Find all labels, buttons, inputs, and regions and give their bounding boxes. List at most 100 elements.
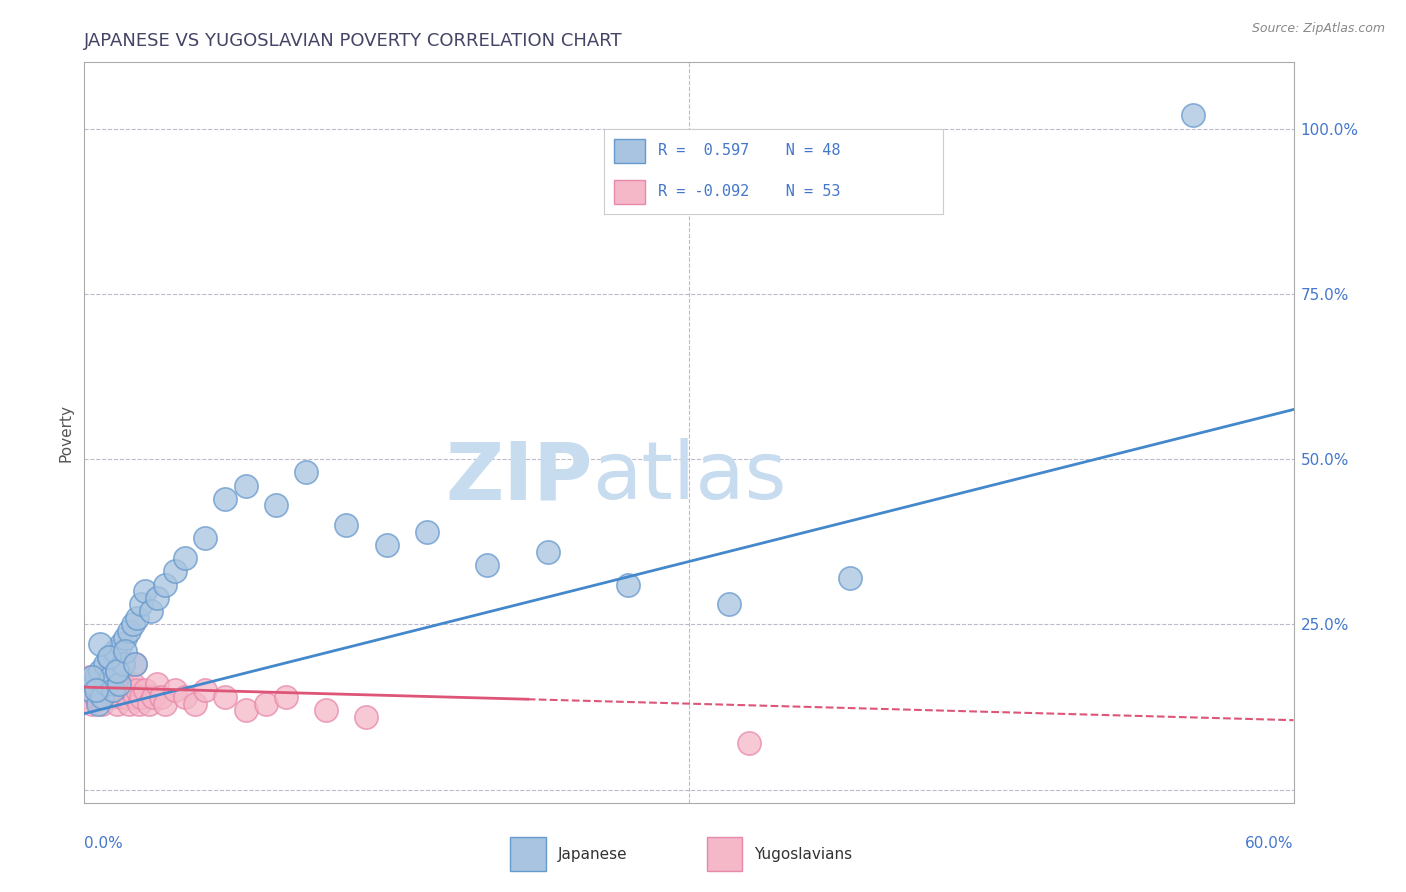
- Point: [91, 690, 114, 704]
- Point: [129, 690, 152, 704]
- Point: [125, 611, 148, 625]
- Point: [315, 703, 337, 717]
- Bar: [707, 837, 742, 871]
- Point: [104, 644, 127, 658]
- Text: atlas: atlas: [592, 438, 786, 516]
- Point: [87, 683, 110, 698]
- Point: [149, 690, 172, 704]
- Point: [86, 690, 108, 704]
- Point: [100, 670, 122, 684]
- Point: [146, 591, 169, 605]
- Point: [184, 697, 207, 711]
- Point: [120, 683, 142, 698]
- Text: JAPANESE VS YUGOSLAVIAN POVERTY CORRELATION CHART: JAPANESE VS YUGOSLAVIAN POVERTY CORRELAT…: [84, 32, 623, 50]
- Point: [111, 677, 134, 691]
- Point: [174, 551, 197, 566]
- Point: [100, 690, 122, 704]
- Point: [105, 664, 128, 678]
- Point: [134, 683, 156, 698]
- Point: [91, 697, 114, 711]
- Bar: [510, 837, 546, 871]
- Point: [142, 690, 165, 704]
- Point: [97, 650, 120, 665]
- Point: [335, 518, 357, 533]
- Point: [115, 690, 138, 704]
- Point: [738, 736, 761, 750]
- Point: [91, 677, 114, 691]
- Point: [214, 491, 236, 506]
- Point: [82, 697, 104, 711]
- Point: [111, 657, 134, 671]
- Point: [89, 637, 111, 651]
- Point: [79, 670, 101, 684]
- Point: [416, 524, 439, 539]
- Point: [254, 697, 277, 711]
- Point: [83, 677, 105, 691]
- Point: [718, 598, 741, 612]
- Point: [146, 677, 169, 691]
- Point: [124, 690, 146, 704]
- Point: [125, 683, 148, 698]
- Point: [235, 478, 257, 492]
- Point: [356, 710, 378, 724]
- Point: [129, 598, 152, 612]
- Point: [118, 697, 141, 711]
- Point: [86, 670, 108, 684]
- Y-axis label: Poverty: Poverty: [58, 403, 73, 462]
- Text: Japanese: Japanese: [557, 847, 627, 862]
- Point: [105, 664, 128, 678]
- Point: [165, 565, 187, 579]
- Point: [97, 677, 120, 691]
- Point: [114, 631, 136, 645]
- Point: [139, 604, 162, 618]
- Point: [105, 697, 128, 711]
- Point: [96, 677, 118, 691]
- Point: [93, 690, 115, 704]
- Point: [121, 677, 143, 691]
- Point: [107, 664, 129, 678]
- Point: [101, 683, 124, 698]
- Point: [110, 637, 132, 651]
- Point: [1181, 108, 1204, 122]
- Point: [153, 577, 176, 591]
- Text: 0.0%: 0.0%: [84, 836, 124, 851]
- Point: [101, 683, 124, 698]
- Point: [79, 683, 101, 698]
- Point: [153, 697, 176, 711]
- Point: [214, 690, 236, 704]
- Point: [295, 465, 318, 479]
- Point: [83, 677, 105, 691]
- Point: [79, 683, 101, 698]
- Point: [87, 683, 110, 698]
- Text: 60.0%: 60.0%: [1246, 836, 1294, 851]
- Point: [118, 624, 141, 638]
- Point: [174, 690, 197, 704]
- Point: [194, 683, 217, 698]
- Point: [89, 677, 111, 691]
- Point: [165, 683, 187, 698]
- Point: [194, 532, 217, 546]
- Point: [617, 577, 640, 591]
- Point: [138, 697, 160, 711]
- Point: [264, 499, 287, 513]
- Point: [96, 670, 118, 684]
- Point: [110, 690, 132, 704]
- Point: [235, 703, 257, 717]
- Point: [114, 683, 136, 698]
- Point: [87, 697, 110, 711]
- Point: [83, 677, 105, 691]
- Point: [100, 683, 122, 698]
- Text: ZIP: ZIP: [444, 438, 592, 516]
- Point: [134, 584, 156, 599]
- Point: [77, 690, 100, 704]
- Point: [107, 683, 129, 698]
- Point: [104, 677, 127, 691]
- Point: [477, 558, 499, 572]
- Point: [104, 677, 127, 691]
- Point: [375, 538, 398, 552]
- Point: [97, 650, 120, 665]
- Point: [86, 683, 108, 698]
- Point: [107, 677, 129, 691]
- Text: Yugoslavians: Yugoslavians: [754, 847, 852, 862]
- Point: [124, 657, 146, 671]
